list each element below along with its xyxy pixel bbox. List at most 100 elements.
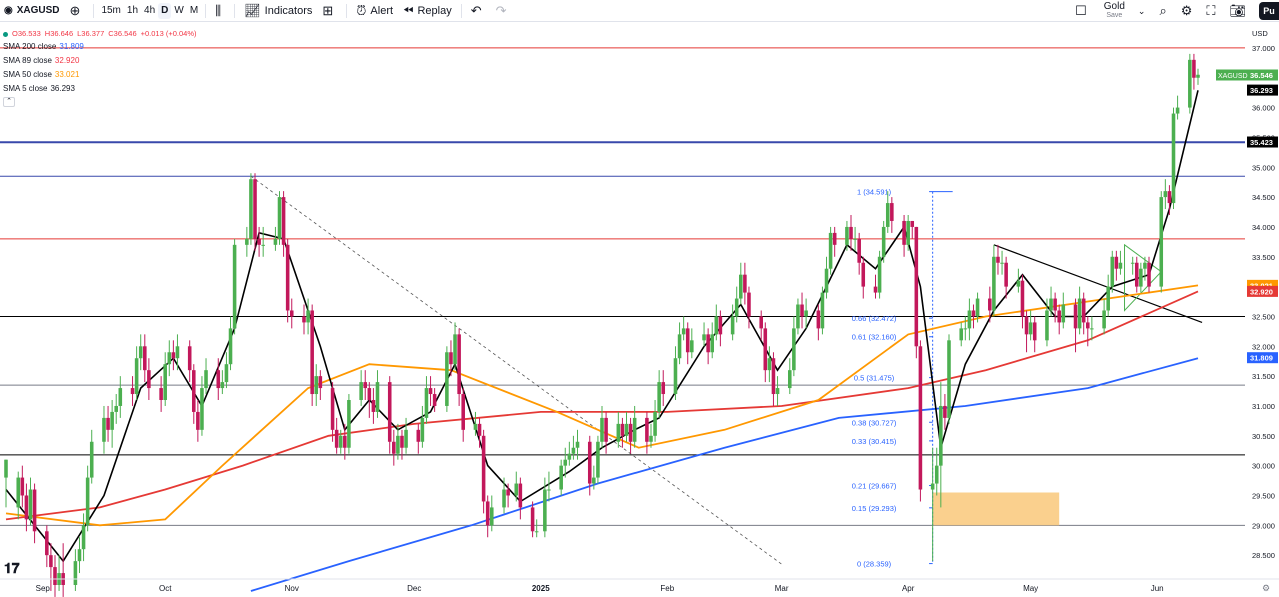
- redo-icon: ↷: [495, 2, 507, 18]
- indicators-button[interactable]: 📈︎ Indicators: [239, 0, 317, 22]
- candle: [1049, 286, 1053, 317]
- candle-body: [428, 388, 433, 395]
- legend-sma5[interactable]: SMA 5 close 36.293: [3, 82, 197, 96]
- candle: [359, 370, 363, 406]
- candle: [1143, 256, 1147, 281]
- candle-body: [514, 483, 519, 496]
- candle-body: [424, 388, 429, 418]
- snapshot-button[interactable]: 📷︎: [1224, 0, 1255, 22]
- sma-line-sma50: [5, 284, 1199, 527]
- candle-body: [28, 489, 33, 520]
- timeframe-w[interactable]: W: [174, 5, 184, 16]
- fullscreen-button[interactable]: ⛶: [1201, 0, 1224, 22]
- candle: [432, 388, 437, 412]
- publish-button[interactable]: Pu: [1259, 2, 1279, 20]
- candle-body: [967, 310, 972, 329]
- alert-button[interactable]: ⏰︎ Alert: [351, 0, 398, 22]
- legend-sma50[interactable]: SMA 50 close 33.021: [3, 68, 197, 82]
- timeframe-1h[interactable]: 1h: [126, 5, 139, 16]
- candle: [934, 447, 939, 496]
- candle-body: [1147, 262, 1151, 287]
- candle-body: [175, 346, 180, 359]
- candle-body: [461, 394, 465, 430]
- sma200-value: 31.809: [59, 42, 84, 51]
- legend-collapse-button[interactable]: ⌃: [3, 97, 15, 107]
- replay-label: Replay: [417, 4, 452, 17]
- candle-body: [273, 238, 278, 245]
- candle-body: [481, 435, 486, 502]
- price-axis-badge: [1247, 279, 1278, 291]
- candle: [767, 346, 772, 383]
- quick-search-button[interactable]: ⌕: [1154, 0, 1175, 22]
- fib-level-label: 0.61 (32.160): [852, 333, 897, 342]
- candle: [306, 298, 310, 335]
- candle: [1004, 256, 1008, 299]
- candle-body: [449, 352, 453, 365]
- legend-sma89[interactable]: SMA 89 close 32.920: [3, 54, 197, 68]
- timeframe-d[interactable]: D: [158, 2, 172, 19]
- candle-body: [632, 417, 637, 442]
- candle-body: [171, 352, 176, 359]
- layout-button[interactable]: ☐: [1070, 0, 1096, 22]
- redo-button[interactable]: ↷: [491, 0, 516, 22]
- candle-body: [775, 388, 780, 395]
- chart-type-button[interactable]: ⫼: [210, 0, 230, 22]
- candle: [200, 376, 204, 436]
- candle-body: [681, 328, 686, 335]
- undo-button[interactable]: ↶: [466, 0, 491, 22]
- candle-body: [1024, 316, 1029, 335]
- candle-body: [1057, 310, 1061, 323]
- compare-button[interactable]: ⊕: [65, 0, 90, 22]
- templates-button[interactable]: ⊞: [317, 0, 342, 22]
- candle: [710, 322, 715, 359]
- candle-body: [1053, 298, 1057, 311]
- candle-body: [306, 310, 310, 323]
- candle-body: [1061, 304, 1066, 323]
- fullscreen-icon: ⛶: [1206, 3, 1216, 18]
- candle: [575, 429, 580, 460]
- candle-body: [939, 405, 943, 466]
- indicators-icon: 📈︎: [244, 2, 261, 18]
- candle-body: [347, 400, 351, 448]
- trendline: [250, 175, 782, 565]
- candle: [32, 483, 37, 544]
- settings-button[interactable]: ⚙︎: [1176, 0, 1202, 22]
- candle-body: [714, 316, 719, 335]
- timeframe-15m[interactable]: 15m: [101, 5, 121, 16]
- candle: [363, 370, 368, 400]
- symbol-icon: ◉: [4, 5, 13, 16]
- timeframe-4h[interactable]: 4h: [144, 5, 156, 16]
- candle: [881, 220, 886, 263]
- symbol-badge: [1216, 69, 1247, 81]
- candle: [187, 340, 192, 383]
- candle: [992, 244, 996, 317]
- timeframe-m[interactable]: M: [189, 5, 199, 16]
- candle: [138, 334, 143, 371]
- legend-sma200[interactable]: SMA 200 close 31.809: [3, 40, 197, 54]
- candle: [645, 411, 649, 454]
- candle-body: [1004, 262, 1008, 287]
- candle-body: [302, 316, 306, 323]
- candle: [110, 400, 114, 448]
- candle: [204, 358, 208, 395]
- sma50-label: SMA 50 close: [3, 70, 52, 79]
- tradingview-logo-icon: 𝟏𝟕: [4, 560, 20, 576]
- candle: [285, 238, 290, 323]
- price-chart[interactable]: 1 (34.591) 0.66 (32.472) 0.61 (32.160) 0.5 …: [0, 22, 1279, 597]
- price-axis-tick: 36.000: [1252, 104, 1275, 113]
- symbol-search[interactable]: ◉ XAGUSD: [0, 0, 65, 22]
- candle-body: [1196, 74, 1200, 78]
- price-axis-tick: 30.500: [1252, 432, 1275, 441]
- candle: [130, 376, 135, 406]
- candle-body: [1167, 191, 1172, 204]
- candle-body: [1130, 262, 1135, 264]
- candle: [228, 316, 233, 371]
- candle-body: [763, 328, 768, 371]
- layout-menu-button[interactable]: ⌄: [1133, 0, 1155, 22]
- replay-button[interactable]: ⏪︎ Replay: [398, 0, 457, 22]
- candle-body: [367, 388, 372, 400]
- candle: [845, 220, 849, 251]
- fib-level-label: 0.33 (30.415): [852, 437, 897, 446]
- layout-name[interactable]: Gold Save: [1096, 2, 1133, 20]
- candle-body: [947, 340, 951, 418]
